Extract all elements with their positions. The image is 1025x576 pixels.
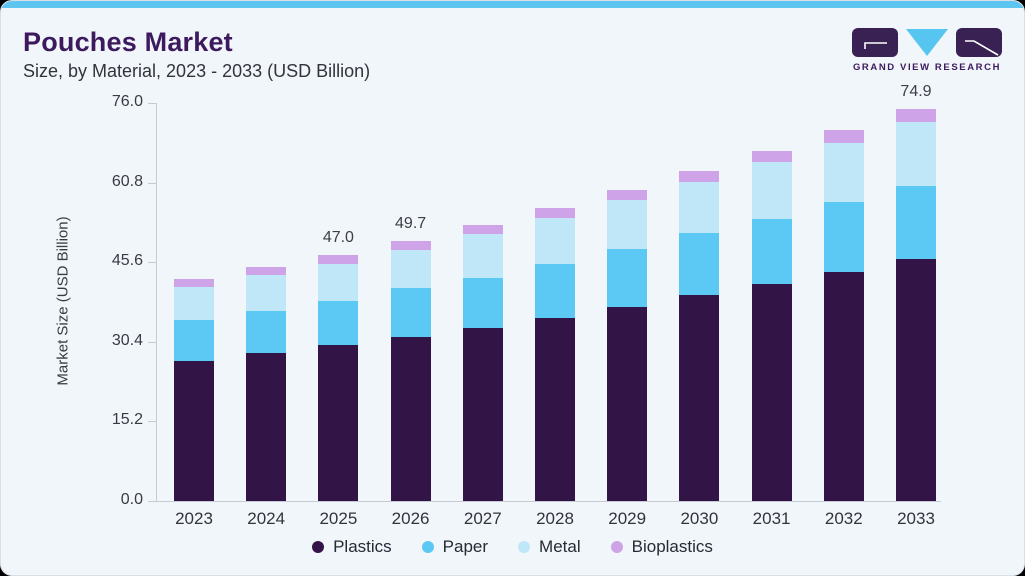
bar-segment-plastics-2029[interactable] [607,306,648,501]
bar-segment-bioplastics-2031[interactable] [751,151,792,162]
x-category-label-2023: 2023 [175,509,213,528]
bar-segment-plastics-2025[interactable] [318,345,359,501]
bar-segment-metal-2024[interactable] [246,275,287,311]
logo-r-icon [956,28,1002,57]
bar-segment-bioplastics-2024[interactable] [246,267,287,276]
bar-segment-paper-2033[interactable] [896,185,936,260]
bar-segment-plastics-2033[interactable] [896,259,936,501]
logo-shapes [852,28,1002,58]
bar-total-label-2033: 74.9 [900,82,932,100]
y-tick-label: 15.2 [111,411,143,429]
x-category-label-2025: 2025 [319,509,358,528]
bar-segment-metal-2031[interactable] [751,161,792,219]
bar-segment-metal-2029[interactable] [607,199,648,250]
bar-segment-metal-2032[interactable] [823,142,864,202]
bar-segment-paper-2026[interactable] [390,287,431,338]
bar-segment-metal-2033[interactable] [896,122,936,186]
y-tick-mark [148,262,156,264]
bar-segment-paper-2027[interactable] [462,277,503,328]
bar-total-label-2025: 47.0 [322,228,354,246]
bar-segment-bioplastics-2023[interactable] [174,279,214,287]
y-tick-mark [148,501,156,502]
bar-segment-bioplastics-2033[interactable] [896,108,936,123]
bar-segment-metal-2028[interactable] [535,218,575,264]
y-tick-label: 60.8 [111,172,143,190]
y-axis-title: Market Size (USD Billion) [54,216,72,386]
bar-segment-plastics-2023[interactable] [174,360,214,501]
bar-segment-metal-2027[interactable] [462,234,503,278]
bar-segment-plastics-2031[interactable] [751,284,792,501]
bar-segment-metal-2030[interactable] [679,181,720,234]
legend-swatch-metal [518,541,531,553]
bar-segment-paper-2032[interactable] [823,201,864,273]
bar-segment-plastics-2028[interactable] [535,317,575,501]
grand-view-research-logo: GRAND VIEW RESEARCH [852,28,1002,73]
legend-label: Plastics [333,537,392,556]
bar-segment-bioplastics-2026[interactable] [390,240,431,251]
x-category-label-2024: 2024 [247,509,286,528]
bar-segment-paper-2025[interactable] [318,300,359,346]
legend-item-metal[interactable]: Metal [518,537,581,557]
legend-label: Metal [539,537,581,556]
legend-swatch-plastics [312,541,325,553]
chart-legend: Plastics Paper Metal Bioplastics [1,537,1024,557]
bar-total-label-2026: 49.7 [395,214,427,232]
x-category-label-2030: 2030 [680,509,719,528]
legend-swatch-bioplastics [610,541,623,553]
x-category-label-2032: 2032 [824,509,863,528]
bar-segment-paper-2029[interactable] [607,249,648,307]
bar-segment-bioplastics-2025[interactable] [318,254,359,265]
x-axis-line [156,501,941,502]
y-tick-mark [148,182,156,184]
x-category-label-2033: 2033 [897,509,935,528]
y-tick-label: 76.0 [111,93,143,110]
legend-swatch-paper [421,541,434,553]
bar-segment-metal-2023[interactable] [174,286,214,320]
bar-segment-paper-2024[interactable] [246,310,287,354]
bar-segment-bioplastics-2030[interactable] [679,171,720,182]
legend-item-plastics[interactable]: Plastics [312,537,392,557]
legend-label: Bioplastics [631,537,713,556]
bar-segment-plastics-2026[interactable] [390,337,431,501]
y-tick-mark [148,341,156,343]
bar-segment-plastics-2030[interactable] [679,295,720,501]
bar-segment-plastics-2032[interactable] [823,272,864,501]
x-category-label-2031: 2031 [752,509,791,528]
y-tick-label: 45.6 [111,252,143,270]
x-category-label-2028: 2028 [536,509,574,528]
bar-segment-bioplastics-2028[interactable] [535,208,575,219]
x-category-label-2029: 2029 [608,509,647,528]
bar-segment-paper-2023[interactable] [174,319,214,361]
x-category-label-2027: 2027 [463,509,502,528]
y-tick-label: 0.0 [120,491,143,508]
bar-segment-paper-2031[interactable] [751,218,792,285]
legend-item-paper[interactable]: Paper [421,537,489,557]
bar-segment-metal-2025[interactable] [318,264,359,301]
bar-segment-paper-2028[interactable] [535,263,575,318]
x-category-label-2026: 2026 [391,509,430,528]
page-title: Pouches Market [23,27,233,57]
top-accent-bar [1,1,1024,8]
logo-brand-text: GRAND VIEW RESEARCH [852,62,1002,73]
bar-segment-plastics-2027[interactable] [462,327,503,501]
y-tick-mark [148,421,156,423]
legend-item-bioplastics[interactable]: Bioplastics [610,537,713,557]
page-subtitle: Size, by Material, 2023 - 2033 (USD Bill… [23,61,371,81]
bar-segment-bioplastics-2029[interactable] [607,189,648,200]
bar-segment-paper-2030[interactable] [679,233,720,296]
logo-g-icon [852,28,898,57]
y-tick-label: 30.4 [111,331,143,349]
y-tick-mark [148,103,156,104]
legend-label: Paper [442,537,489,556]
y-axis-line [156,103,157,501]
bar-segment-bioplastics-2027[interactable] [462,225,503,235]
bar-segment-plastics-2024[interactable] [246,353,287,501]
bar-segment-bioplastics-2032[interactable] [823,130,864,143]
bar-segment-metal-2026[interactable] [390,250,431,288]
logo-v-icon [906,29,948,56]
